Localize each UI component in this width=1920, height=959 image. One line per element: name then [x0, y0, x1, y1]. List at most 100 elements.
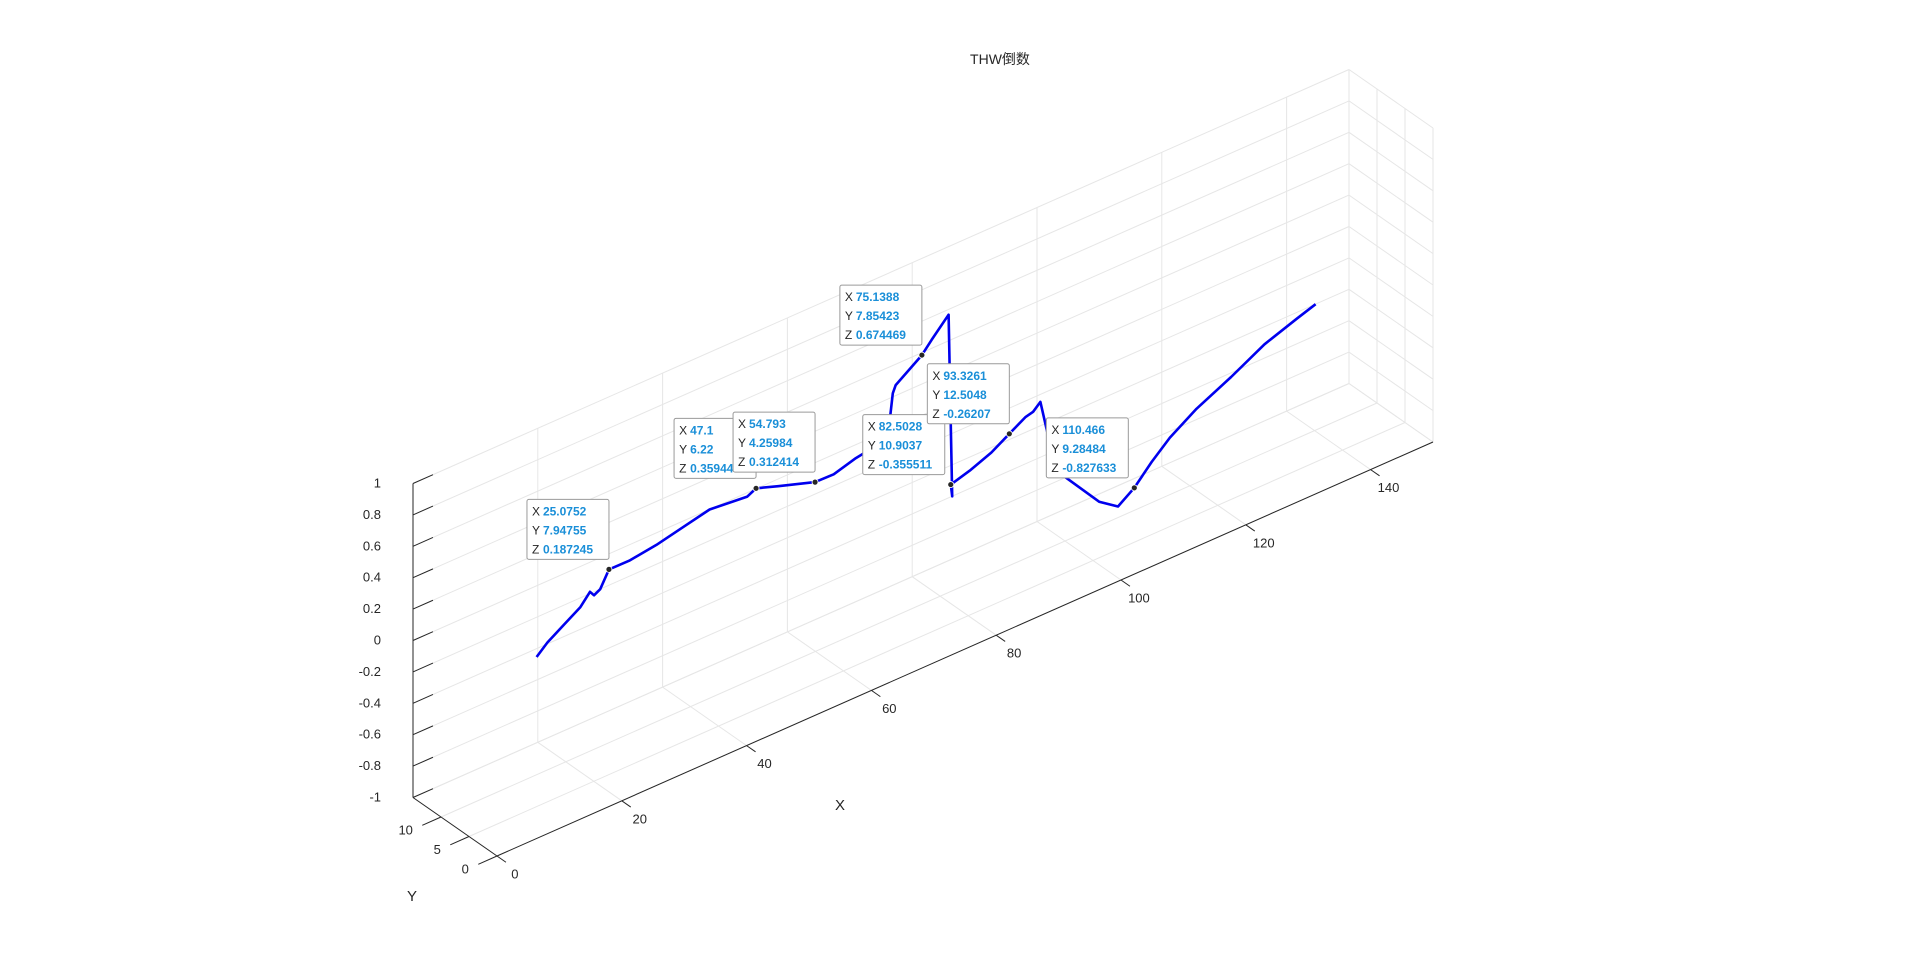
z-tick-mark: [412, 631, 434, 641]
datatip-z-key: Z: [532, 542, 539, 556]
datatip-z-value: -0.355511: [879, 458, 933, 472]
series-layer: [535, 303, 1317, 658]
side-wall-grid-line: [1348, 257, 1434, 317]
y-tick-mark: [450, 836, 470, 846]
z-tick-mark: [412, 788, 434, 798]
z-tick-mark: [412, 599, 434, 610]
x-tick-label: 40: [757, 756, 771, 771]
y-axis-line: [412, 797, 498, 857]
datatip-x-value: 93.3261: [943, 369, 987, 383]
datatip-y-key: Y: [932, 388, 940, 402]
x-tick-mark: [621, 800, 632, 808]
side-wall-grid-line: [1348, 69, 1434, 129]
z-tick-mark: [412, 756, 434, 767]
datatip-z-value: 0.359449: [690, 461, 740, 475]
floor-grid-line: [911, 576, 997, 636]
y-axis-label: Y: [407, 888, 417, 905]
datatip-y-value: 7.94755: [543, 523, 587, 537]
datatip-x-value: 54.793: [749, 417, 786, 431]
x-tick-mark: [496, 855, 507, 863]
datatip-z-value: 0.312414: [749, 455, 799, 469]
datatip-marker[interactable]: [605, 565, 613, 573]
z-tick-label: 0: [374, 633, 381, 648]
datatip-marker[interactable]: [947, 481, 955, 488]
datatip-marker[interactable]: [752, 484, 760, 492]
floor-grid-line: [537, 741, 623, 802]
datatip-z-key: Z: [738, 455, 745, 469]
floor-grid-line: [468, 422, 1406, 837]
back-wall-grid-line: [412, 288, 1350, 704]
side-wall-grid-line: [1348, 163, 1434, 223]
y-tick-label: 0: [462, 861, 469, 876]
z-tick-mark: [412, 505, 434, 516]
back-wall-grid-line: [412, 351, 1350, 767]
y-tick-label: 5: [434, 842, 441, 857]
z-tick-label: -1: [369, 790, 381, 805]
datatip-marker[interactable]: [918, 351, 926, 359]
box-edge: [1348, 383, 1434, 443]
datatip-marker[interactable]: [1005, 430, 1013, 438]
datatip-box[interactable]: [732, 411, 816, 473]
side-wall-grid-line: [1348, 351, 1434, 412]
z-tick-mark: [412, 568, 434, 579]
datatip-marker[interactable]: [1130, 484, 1138, 492]
side-wall-grid-line: [1348, 100, 1434, 160]
z-tick-label: -0.4: [359, 695, 381, 710]
x-tick-mark: [1370, 469, 1380, 477]
datatip-x-key: X: [1051, 423, 1059, 437]
z-tick-label: -0.2: [359, 664, 381, 679]
datatip-x-value: 110.466: [1062, 423, 1105, 437]
datatip-y-value: 7.85423: [856, 309, 900, 323]
y-tick-mark: [422, 816, 442, 826]
x-tick-mark: [1245, 524, 1256, 532]
datatip-y-key: Y: [868, 439, 876, 453]
x-axis-label: X: [835, 797, 845, 814]
datatip-box[interactable]: [862, 414, 946, 476]
datatip-z-key: Z: [1051, 461, 1058, 475]
datatip-y-key: Y: [679, 442, 687, 456]
datatip-box[interactable]: [1045, 417, 1129, 479]
datatip-y-key: Y: [532, 523, 540, 537]
x-tick-label: 120: [1253, 535, 1275, 550]
y-tick-label: 10: [398, 822, 412, 837]
datatip-box[interactable]: [526, 498, 610, 560]
floor-grid-line: [440, 402, 1378, 818]
z-tick-label: -0.8: [359, 758, 381, 773]
datatip-y-value: 4.25984: [749, 436, 793, 450]
floor-grid-line: [1286, 410, 1371, 471]
x-tick-label: 80: [1007, 646, 1021, 661]
datatip-x-value: 75.1388: [856, 290, 900, 304]
back-wall-grid-line: [412, 69, 1350, 484]
z-tick-label: 1: [374, 476, 381, 491]
z-tick-mark: [412, 474, 434, 484]
side-wall-grid-line: [1348, 288, 1434, 349]
back-wall-grid-line: [412, 320, 1350, 736]
z-tick-label: 0.6: [363, 538, 381, 553]
datatip-y-value: 9.28484: [1062, 442, 1106, 456]
box-edge: [412, 383, 1350, 798]
datatip-y-key: Y: [738, 436, 746, 450]
datatip-marker[interactable]: [811, 478, 819, 486]
datatip-box[interactable]: [839, 284, 923, 346]
z-tick-label: 0.8: [363, 507, 381, 522]
datatip-y-value: 6.22: [690, 442, 714, 456]
side-wall-grid-line: [1348, 320, 1434, 380]
side-wall-grid-line: [1348, 226, 1434, 286]
y-tick-mark: [478, 855, 498, 865]
x-axis-line: [496, 441, 1434, 857]
series-line: [535, 303, 1317, 658]
datatip-box[interactable]: [926, 363, 1010, 425]
axis-layer: 0 20 40 60 80 100 120 140 0 5 10 1 0.8 0.6 0.4 0.2 0 -0.2…: [359, 441, 1434, 881]
datatip-z-value: -0.827633: [1062, 461, 1116, 475]
datatip-x-key: X: [845, 290, 853, 304]
datatip-x-key: X: [868, 420, 876, 434]
x-tick-mark: [746, 745, 756, 753]
